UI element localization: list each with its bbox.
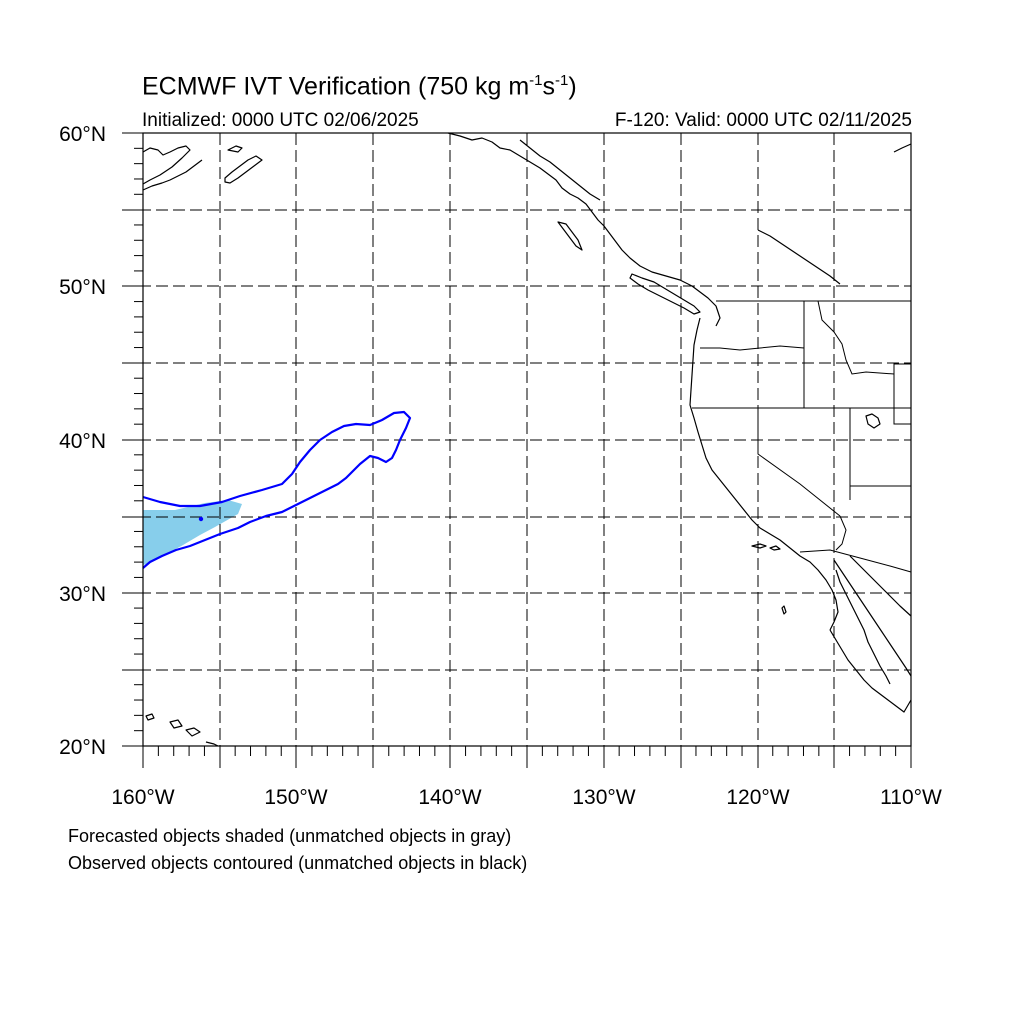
canada-interior-river xyxy=(757,229,841,285)
observed-ivt-contour xyxy=(142,410,412,569)
channel-islands xyxy=(751,543,781,551)
lon-label-130: 130°W xyxy=(572,786,635,809)
gulf-of-california xyxy=(833,559,912,677)
hawaii-big-island xyxy=(205,741,219,747)
lat-label-40: 40°N xyxy=(59,430,106,453)
lat-label-20: 20°N xyxy=(59,736,106,759)
wa-or-border xyxy=(700,345,805,351)
observed-object-contour xyxy=(142,410,412,569)
bc-panhandle-interior xyxy=(519,139,601,201)
hawaii-maui xyxy=(185,727,201,737)
minor-ticks xyxy=(134,147,897,756)
alaska-coast-west xyxy=(142,145,191,185)
lon-label-140: 140°W xyxy=(418,786,481,809)
alaska-peninsula xyxy=(142,159,203,191)
valid-time: F-120: Valid: 0000 UTC 02/11/2025 xyxy=(614,110,912,131)
forecast-object-shaded xyxy=(143,500,242,565)
ca-az-border xyxy=(835,515,847,551)
baja-west xyxy=(829,629,912,713)
lon-label-150: 150°W xyxy=(264,786,327,809)
great-salt-lake xyxy=(865,413,881,429)
observed-centroid-dot xyxy=(198,516,204,522)
baja-east xyxy=(835,569,891,685)
chart-title: ECMWF IVT Verification (750 kg m-1s-1) xyxy=(142,72,577,101)
bc-coast xyxy=(603,225,721,327)
initialized-time: Initialized: 0000 UTC 02/06/2025 xyxy=(142,110,419,131)
lat-labels: 60°N 50°N 40°N 30°N 20°N xyxy=(59,123,106,759)
islands-small-1 xyxy=(227,145,243,153)
lat-label-50: 50°N xyxy=(59,276,106,299)
lon-labels: 160°W 150°W 140°W 130°W 120°W 110°W xyxy=(111,786,942,809)
ca-nv-border xyxy=(757,408,841,517)
axis-ticks xyxy=(122,132,912,768)
lat-label-30: 30°N xyxy=(59,583,106,606)
far-north-coast xyxy=(893,143,912,153)
lon-label-110: 110°W xyxy=(880,786,942,809)
coastlines xyxy=(142,132,912,747)
lon-label-120: 120°W xyxy=(726,786,789,809)
wy-border xyxy=(893,364,911,425)
lon-label-160: 160°W xyxy=(111,786,174,809)
lat-label-60: 60°N xyxy=(59,123,106,146)
az-mexico-border xyxy=(799,549,912,573)
forecast-legend-note: Forecasted objects shaded (unmatched obj… xyxy=(68,826,512,846)
forecast-ivt-region xyxy=(143,500,242,565)
vancouver-island xyxy=(629,273,701,315)
hawaii-niihau xyxy=(145,713,155,721)
grid-lines xyxy=(122,133,911,746)
kodiak-islands xyxy=(224,155,263,184)
mexico-mainland xyxy=(849,555,912,617)
guadalupe-island xyxy=(781,605,787,615)
alaska-gulf-coast xyxy=(447,132,605,227)
hawaii-oahu xyxy=(169,719,183,729)
us-west-coast xyxy=(689,317,839,631)
observed-legend-note: Observed objects contoured (unmatched ob… xyxy=(68,853,528,873)
borders xyxy=(692,300,912,573)
haida-gwaii xyxy=(557,221,583,251)
